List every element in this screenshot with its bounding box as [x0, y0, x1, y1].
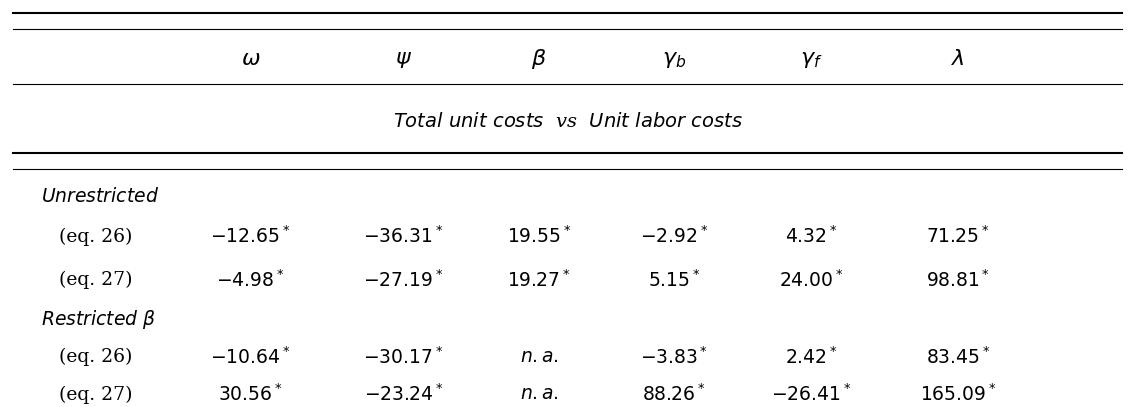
Text: $-4.98^*$: $-4.98^*$ — [217, 269, 285, 291]
Text: (eq. 26): (eq. 26) — [41, 228, 133, 245]
Text: $-26.41^*$: $-26.41^*$ — [771, 384, 851, 405]
Text: $\mathit{Unrestricted}$: $\mathit{Unrestricted}$ — [41, 188, 159, 206]
Text: $83.45^*$: $83.45^*$ — [926, 346, 991, 368]
Text: $\mathit{Restricted}$ $\beta$: $\mathit{Restricted}$ $\beta$ — [41, 308, 157, 331]
Text: $5.15^*$: $5.15^*$ — [648, 269, 700, 291]
Text: $2.42^*$: $2.42^*$ — [784, 346, 838, 368]
Text: $98.81^*$: $98.81^*$ — [926, 269, 990, 291]
Text: $\psi$: $\psi$ — [395, 48, 412, 70]
Text: (eq. 27): (eq. 27) — [41, 385, 133, 404]
Text: $-23.24^*$: $-23.24^*$ — [363, 384, 443, 405]
Text: $24.00^*$: $24.00^*$ — [779, 269, 843, 291]
Text: $\mathit{Total\ unit\ costs}$  vs  $\mathit{Unit\ labor\ costs}$: $\mathit{Total\ unit\ costs}$ vs $\mathi… — [393, 112, 742, 131]
Text: $\mathit{n.a.}$: $\mathit{n.a.}$ — [520, 348, 558, 366]
Text: $\mathit{n.a.}$: $\mathit{n.a.}$ — [520, 385, 558, 403]
Text: $-12.65^*$: $-12.65^*$ — [210, 226, 291, 247]
Text: $165.09^*$: $165.09^*$ — [919, 384, 997, 405]
Text: (eq. 27): (eq. 27) — [41, 271, 133, 289]
Text: $71.25^*$: $71.25^*$ — [926, 226, 990, 247]
Text: $30.56^*$: $30.56^*$ — [218, 384, 283, 405]
Text: $-36.31^*$: $-36.31^*$ — [363, 226, 444, 247]
Text: $-30.17^*$: $-30.17^*$ — [363, 346, 444, 368]
Text: $19.27^*$: $19.27^*$ — [507, 269, 571, 291]
Text: $-2.92^*$: $-2.92^*$ — [640, 226, 708, 247]
Text: $88.26^*$: $88.26^*$ — [642, 384, 706, 405]
Text: $\gamma_f$: $\gamma_f$ — [800, 48, 822, 70]
Text: $\lambda$: $\lambda$ — [951, 48, 965, 70]
Text: (eq. 26): (eq. 26) — [41, 348, 133, 366]
Text: $\gamma_b$: $\gamma_b$ — [662, 48, 686, 70]
Text: $4.32^*$: $4.32^*$ — [784, 226, 838, 247]
Text: $\beta$: $\beta$ — [531, 47, 547, 71]
Text: $19.55^*$: $19.55^*$ — [507, 226, 572, 247]
Text: $-27.19^*$: $-27.19^*$ — [363, 269, 444, 291]
Text: $-3.83^*$: $-3.83^*$ — [640, 346, 708, 368]
Text: $\omega$: $\omega$ — [241, 48, 260, 70]
Text: $-10.64^*$: $-10.64^*$ — [210, 346, 291, 368]
